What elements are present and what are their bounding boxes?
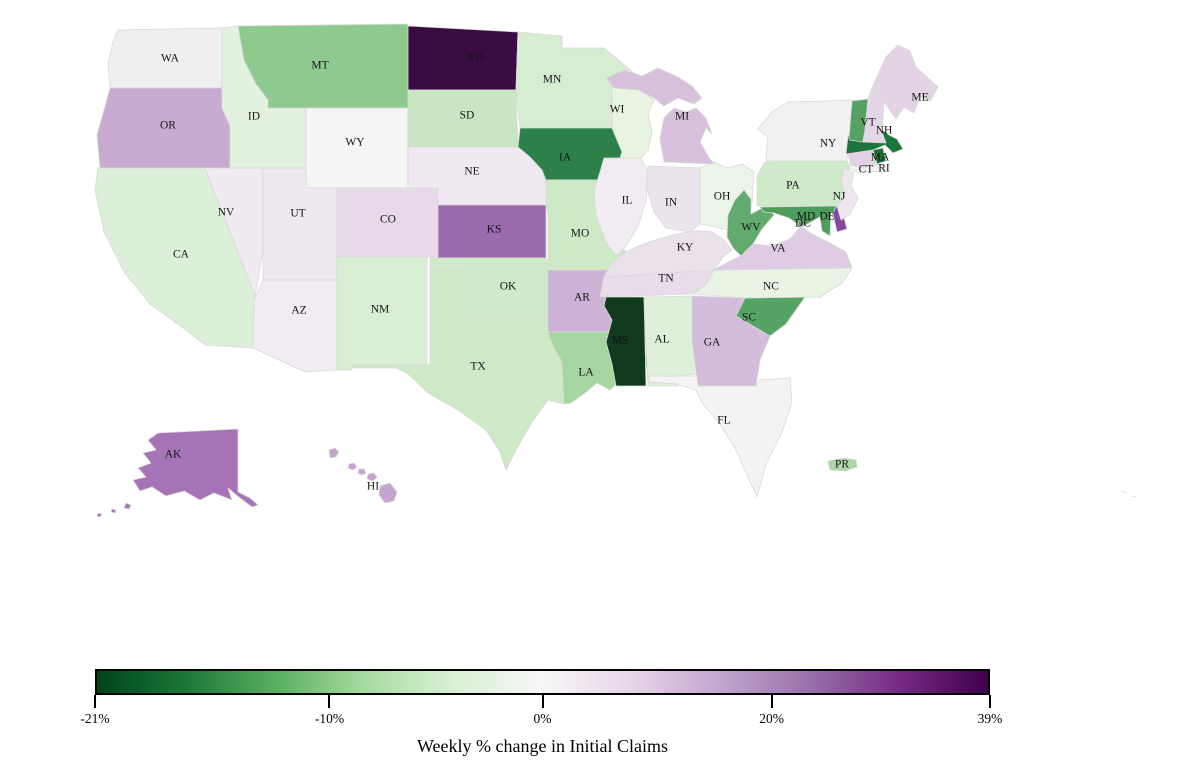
state-SD[interactable] bbox=[407, 89, 519, 148]
colorbar-tick: -21% bbox=[80, 695, 110, 726]
state-ME[interactable] bbox=[873, 44, 939, 120]
state-NJ[interactable] bbox=[836, 167, 859, 221]
state-PA[interactable] bbox=[756, 158, 852, 207]
colorbar-gradient bbox=[95, 669, 990, 695]
state-IL[interactable] bbox=[593, 157, 649, 257]
colorbar-tick-mark bbox=[541, 695, 544, 708]
state-RI[interactable] bbox=[872, 147, 887, 165]
colorbar-tick-mark bbox=[94, 695, 96, 708]
states-group bbox=[94, 23, 1137, 518]
state-WV[interactable] bbox=[726, 189, 775, 257]
state-OR[interactable] bbox=[96, 87, 231, 169]
colorbar-tick: 20% bbox=[759, 695, 784, 726]
state-ND[interactable] bbox=[407, 25, 519, 91]
state-WA[interactable] bbox=[107, 27, 223, 89]
state-IN[interactable] bbox=[645, 165, 701, 233]
state-NM[interactable] bbox=[336, 256, 428, 371]
colorbar-tick-mark bbox=[770, 695, 773, 708]
virgin-islands-outline bbox=[1121, 490, 1137, 498]
colorbar-tick: 0% bbox=[534, 695, 552, 726]
colorbar-tick-mark bbox=[328, 695, 331, 708]
state-MI[interactable] bbox=[605, 67, 715, 165]
state-FL[interactable] bbox=[647, 375, 793, 498]
state-AK[interactable] bbox=[96, 428, 259, 518]
colorbar-tick-label: 0% bbox=[533, 711, 552, 726]
state-label-HI: HI bbox=[367, 481, 379, 493]
state-NC[interactable] bbox=[693, 267, 853, 299]
colorbar-tick: 39% bbox=[978, 695, 1002, 726]
colorbar-tick-label: -21% bbox=[80, 711, 110, 726]
colorbar-ticks: -21% -10% 0% 20% 39% bbox=[80, 695, 1002, 737]
colorbar-tick-mark bbox=[989, 695, 991, 708]
state-HI[interactable] bbox=[328, 447, 398, 504]
colorbar-title: Weekly % change in Initial Claims bbox=[417, 736, 668, 756]
state-MS[interactable] bbox=[603, 296, 647, 387]
state-KY[interactable] bbox=[603, 230, 733, 278]
state-VA[interactable] bbox=[713, 225, 853, 271]
colorbar-tick-label: 39% bbox=[977, 711, 1003, 726]
colorbar-tick-label: -10% bbox=[314, 711, 345, 726]
state-DC[interactable] bbox=[797, 220, 804, 227]
state-AL[interactable] bbox=[643, 295, 698, 387]
state-CO[interactable] bbox=[336, 187, 439, 258]
state-KS[interactable] bbox=[437, 204, 547, 259]
state-WY[interactable] bbox=[305, 107, 409, 189]
state-AZ[interactable] bbox=[252, 279, 338, 373]
colorbar-tick-label: 20% bbox=[759, 711, 784, 726]
state-PR[interactable] bbox=[827, 457, 858, 472]
colorbar-tick: -10% bbox=[315, 695, 344, 726]
